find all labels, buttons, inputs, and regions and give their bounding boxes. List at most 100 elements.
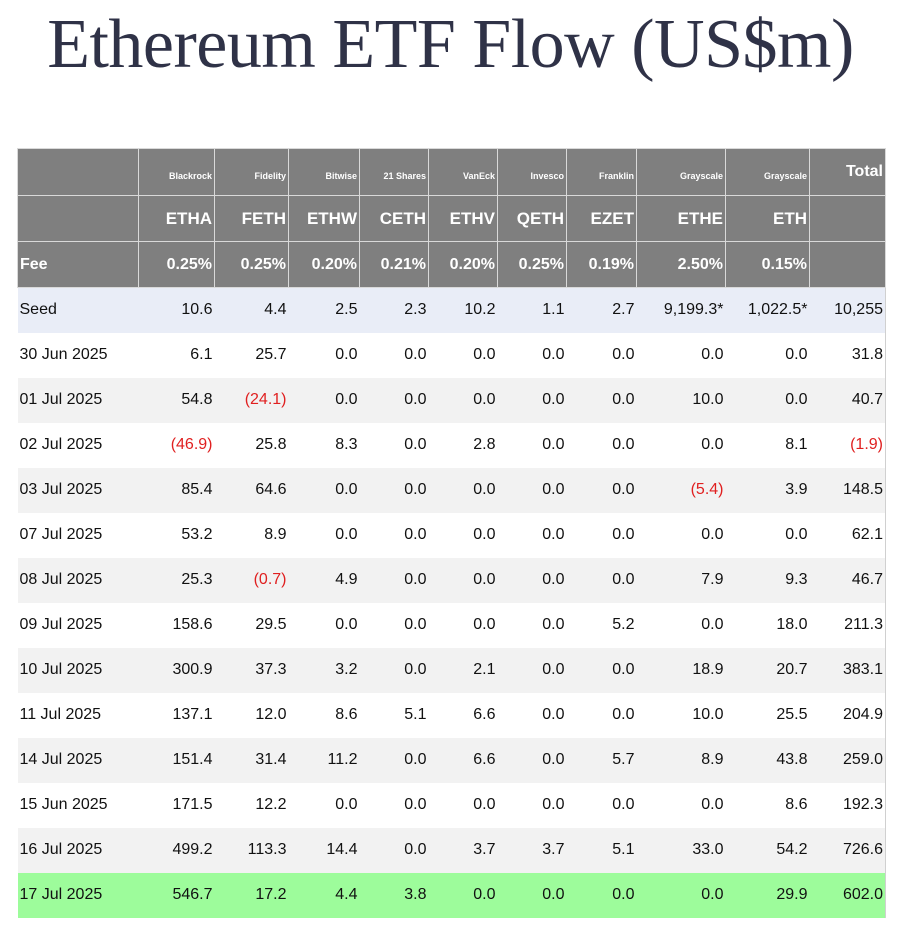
header-fee-row: Fee 0.25% 0.25% 0.20% 0.21% 0.20% 0.25% 0.19% 2.… (17, 241, 886, 288)
negative-value: (5.4) (690, 481, 724, 498)
flow-value: 0.0 (428, 782, 498, 828)
flow-value: 0.0 (288, 332, 360, 378)
row-total: 31.8 (809, 332, 886, 378)
flow-value: 10.2 (428, 287, 498, 333)
table-row: 17 Jul 2025 546.7 17.2 4.4 3.8 0.0 0.0 0.0 0.0 29… (17, 872, 886, 918)
flow-value: 0.0 (359, 827, 429, 873)
flow-value: 3.8 (359, 872, 429, 918)
table-row: 01 Jul 2025 54.8 (24.1) 0.0 0.0 0.0 0.0 0.0 10.0… (17, 377, 886, 423)
flow-value: 5.1 (359, 692, 429, 738)
flow-value: 10.0 (636, 692, 726, 738)
flow-value: 25.5 (725, 692, 810, 738)
flow-value: 0.0 (359, 422, 429, 468)
flow-value: 25.3 (138, 557, 215, 603)
row-total: 602.0 (809, 872, 886, 918)
row-date: 16 Jul 2025 (17, 827, 139, 873)
flow-value: 0.0 (359, 782, 429, 828)
header-corner (17, 148, 139, 196)
flow-value: 0.0 (497, 602, 567, 648)
flow-value: 33.0 (636, 827, 726, 873)
flow-value: 4.9 (288, 557, 360, 603)
seed-row: Seed 10.6 4.4 2.5 2.3 10.2 1.1 2.7 9,199.3* 1,022… (17, 287, 886, 333)
flow-value: 0.0 (428, 467, 498, 513)
flow-value: 0.0 (359, 737, 429, 783)
flow-value: 171.5 (138, 782, 215, 828)
flow-value: 0.0 (566, 647, 637, 693)
flow-value: 1.1 (497, 287, 567, 333)
ticker-header: ETHA (138, 195, 215, 242)
flow-value: 8.9 (636, 737, 726, 783)
flow-value: 11.2 (288, 737, 360, 783)
row-date: 15 Jun 2025 (17, 782, 139, 828)
row-date: 17 Jul 2025 (17, 872, 139, 918)
flow-value: 0.0 (359, 377, 429, 423)
row-total: 726.6 (809, 827, 886, 873)
negative-value: (46.9) (170, 436, 213, 453)
flow-value: 31.4 (214, 737, 289, 783)
issuer-header: 21 Shares (359, 148, 429, 196)
table-row: 30 Jun 2025 6.1 25.7 0.0 0.0 0.0 0.0 0.0 0.0 0.0 3… (17, 332, 886, 378)
flow-value: 0.0 (566, 557, 637, 603)
flow-value: 18.9 (636, 647, 726, 693)
header-corner (17, 195, 139, 242)
table-row: 09 Jul 2025 158.6 29.5 0.0 0.0 0.0 0.0 5.2 0.0 18… (17, 602, 886, 648)
flow-value: 8.6 (288, 692, 360, 738)
flow-value: 0.0 (288, 782, 360, 828)
flow-value: 0.0 (359, 332, 429, 378)
flow-value: 0.0 (497, 872, 567, 918)
flow-value: 4.4 (288, 872, 360, 918)
fee-label: Fee (17, 241, 139, 288)
flow-value: 0.0 (566, 872, 637, 918)
negative-value: (24.1) (244, 391, 287, 408)
flow-value: 18.0 (725, 602, 810, 648)
flow-value: 6.1 (138, 332, 215, 378)
flow-value: 0.0 (497, 692, 567, 738)
flow-value: 2.7 (566, 287, 637, 333)
flow-value: 0.0 (428, 332, 498, 378)
flow-value: 151.4 (138, 737, 215, 783)
fee-value: 0.20% (428, 241, 498, 288)
flow-value: 0.0 (497, 422, 567, 468)
flow-value: 2.1 (428, 647, 498, 693)
flow-value: 53.2 (138, 512, 215, 558)
flow-value: 8.9 (214, 512, 289, 558)
flow-value: 64.6 (214, 467, 289, 513)
issuer-header: Blackrock (138, 148, 215, 196)
ticker-header: QETH (497, 195, 567, 242)
flow-value: 137.1 (138, 692, 215, 738)
flow-value: 0.0 (497, 467, 567, 513)
flow-value: 0.0 (566, 692, 637, 738)
table-row: 16 Jul 2025 499.2 113.3 14.4 0.0 3.7 3.7 5.1 33.… (17, 827, 886, 873)
page-title: Ethereum ETF Flow (US$m) (47, 6, 854, 83)
flow-value: 2.5 (288, 287, 360, 333)
flow-value: 25.7 (214, 332, 289, 378)
ticker-header: ETH (725, 195, 810, 242)
ticker-header: ETHW (288, 195, 360, 242)
flow-value: 8.1 (725, 422, 810, 468)
flow-value: (5.4) (636, 467, 726, 513)
row-date: 11 Jul 2025 (17, 692, 139, 738)
fee-value: 2.50% (636, 241, 726, 288)
flow-value: 300.9 (138, 647, 215, 693)
flow-value: 2.8 (428, 422, 498, 468)
flow-value: 20.7 (725, 647, 810, 693)
flow-value: 499.2 (138, 827, 215, 873)
flow-value: (0.7) (214, 557, 289, 603)
flow-value: 0.0 (636, 422, 726, 468)
flow-value: 0.0 (288, 512, 360, 558)
flow-value: 113.3 (214, 827, 289, 873)
total-header: Total (809, 148, 886, 196)
row-total: 204.9 (809, 692, 886, 738)
fee-value: 0.20% (288, 241, 360, 288)
flow-value: 0.0 (288, 602, 360, 648)
flow-value: 17.2 (214, 872, 289, 918)
flow-value: 9.3 (725, 557, 810, 603)
flow-value: 25.8 (214, 422, 289, 468)
flow-value: 0.0 (497, 647, 567, 693)
flow-value: 43.8 (725, 737, 810, 783)
flow-value: 1,022.5* (725, 287, 810, 333)
etf-flow-table: Blackrock Fidelity Bitwise 21 Shares VanEck I… (17, 148, 886, 918)
flow-value: 0.0 (359, 512, 429, 558)
ticker-header: ETHE (636, 195, 726, 242)
ticker-header: ETHV (428, 195, 498, 242)
